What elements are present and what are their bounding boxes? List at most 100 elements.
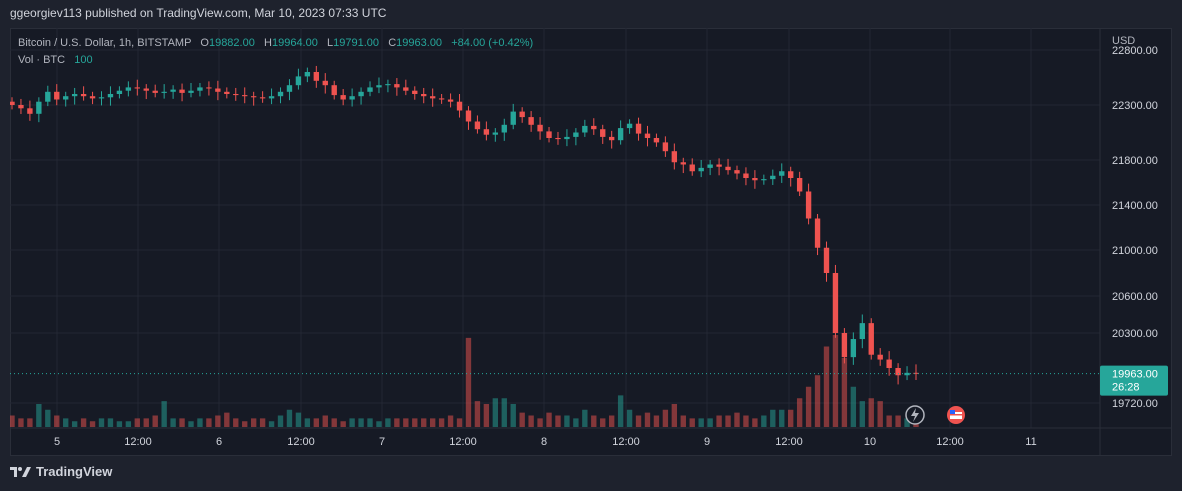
volume-bar <box>179 418 185 427</box>
price-chart[interactable]: USD 22800.00 22300.00 21800.00 21400.00 2100… <box>10 28 1172 456</box>
volume-bar <box>170 418 176 427</box>
candle-body <box>895 368 901 376</box>
volume-bar <box>295 412 302 427</box>
candle-body <box>27 108 33 114</box>
candle-body <box>752 178 758 181</box>
change-value: +84.00 (+0.42%) <box>451 37 534 49</box>
candle-body <box>850 339 857 358</box>
candles <box>10 65 1100 385</box>
candle-body <box>528 117 534 125</box>
legend-ohlc-row: Bitcoin / U.S. Dollar, 1h, BITSTAMP O198… <box>18 35 533 52</box>
y-tick-label: 20300.00 <box>1112 328 1158 340</box>
volume-bar <box>367 418 373 427</box>
candle-body <box>814 218 821 248</box>
volume-bar <box>331 418 337 427</box>
volume-bar <box>54 415 60 427</box>
candle-body <box>600 129 606 137</box>
candle-body <box>510 111 516 125</box>
candle-body <box>89 96 96 99</box>
volume-bar <box>626 409 633 427</box>
volume-bar <box>680 415 686 427</box>
close-value: 19963.00 <box>396 37 443 49</box>
volume-bar <box>197 418 203 427</box>
candle-body <box>116 90 123 94</box>
candle-body <box>322 80 328 86</box>
candle-body <box>779 171 785 176</box>
volume-bar <box>707 418 713 427</box>
volume-bar <box>779 409 785 427</box>
candle-body <box>10 101 15 105</box>
volume-bar <box>188 421 194 427</box>
y-tick-label: 20600.00 <box>1112 291 1158 303</box>
x-tick-label: 12:00 <box>124 436 152 448</box>
volume-bar <box>286 409 293 427</box>
candle-body <box>134 87 140 89</box>
candle-body <box>107 94 114 98</box>
candle-body <box>188 90 194 93</box>
candle-body <box>295 76 302 86</box>
volume-bar <box>98 418 105 427</box>
candle-body <box>501 124 507 133</box>
volume-bar <box>770 409 776 427</box>
volume-bar <box>761 415 767 427</box>
candle-body <box>626 123 633 129</box>
symbol-title[interactable]: Bitcoin / U.S. Dollar, 1h, BITSTAMP <box>18 37 192 49</box>
us-flag-icon[interactable] <box>947 406 965 424</box>
candle-body <box>304 72 311 77</box>
candle-body <box>770 175 776 180</box>
chart-frame[interactable] <box>10 28 1172 456</box>
footer: TradingView <box>10 464 112 479</box>
candle-body <box>832 273 839 333</box>
lightning-icon[interactable] <box>905 405 925 425</box>
volume-bar <box>143 418 149 427</box>
volume-bar <box>116 421 123 427</box>
x-tick-label: 10 <box>864 436 876 448</box>
volume-bar <box>10 415 15 427</box>
volume-label[interactable]: Vol · BTC <box>18 54 66 66</box>
candle-body <box>788 171 794 178</box>
volume-bar <box>71 421 78 427</box>
last-price-badge <box>1100 365 1168 396</box>
x-tick-label: 6 <box>216 436 222 448</box>
candle-body <box>823 247 830 273</box>
volume-bar <box>528 415 534 427</box>
high-label: H <box>264 37 272 49</box>
volume-bar <box>564 415 570 427</box>
candle-body <box>456 101 463 111</box>
volume-bar <box>134 418 140 427</box>
volume-bar <box>107 418 114 427</box>
volume-bar <box>743 415 749 427</box>
volume-bar <box>259 418 266 427</box>
candle-body <box>233 94 239 96</box>
low-label: L <box>327 37 334 49</box>
volume-bar <box>752 418 758 427</box>
x-tick-label: 12:00 <box>612 436 640 448</box>
volume-bar <box>877 401 883 427</box>
x-tick-label: 12:00 <box>449 436 477 448</box>
tradingview-brand[interactable]: TradingView <box>36 464 113 479</box>
volume-bar <box>233 418 239 427</box>
candle-body <box>591 125 597 130</box>
volume-bar <box>546 412 552 427</box>
volume-bar <box>644 412 651 427</box>
volume-bar <box>653 415 660 427</box>
volume-bar <box>421 418 427 427</box>
candle-body <box>313 72 320 81</box>
volume-bar <box>36 404 42 427</box>
candle-body <box>438 98 445 100</box>
volume-bars <box>10 335 919 427</box>
candle-body <box>36 101 42 114</box>
volume-bar <box>483 404 490 427</box>
candle-body <box>412 90 418 94</box>
volume-bar <box>895 415 901 427</box>
volume-bar <box>689 418 695 427</box>
volume-bar <box>250 418 257 427</box>
candle-body <box>403 87 409 91</box>
volume-bar <box>277 415 284 427</box>
candle-body <box>152 90 158 93</box>
candle-body <box>617 128 624 141</box>
y-tick-label: 22300.00 <box>1112 100 1158 112</box>
volume-bar <box>80 418 87 427</box>
candle-body <box>286 85 293 92</box>
volume-bar <box>152 415 158 427</box>
